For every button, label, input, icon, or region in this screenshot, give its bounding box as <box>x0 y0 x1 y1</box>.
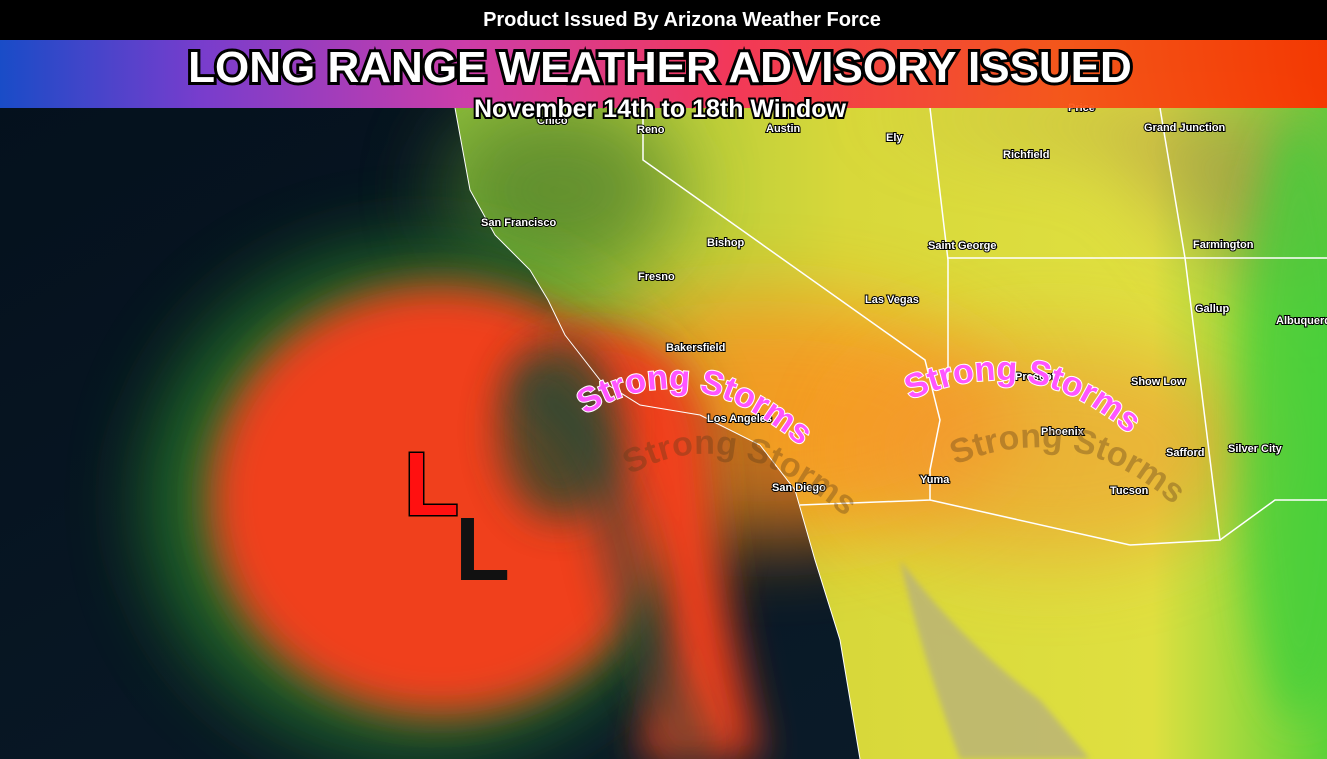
city-label: Safford <box>1166 447 1205 459</box>
header: Product Issued By Arizona Weather Force … <box>0 0 1327 125</box>
city-labels: ChicoRenoAustinElyPriceGrand JunctionRic… <box>480 101 1327 498</box>
city-label: Austin <box>766 123 801 135</box>
subtitle: November 14th to 18th Window <box>474 95 847 123</box>
city-label: Bakersfield <box>666 342 725 354</box>
city-label: Prescott <box>1015 371 1059 383</box>
city-label: Silver City <box>1228 443 1283 455</box>
city-label: Richfield <box>1003 149 1049 161</box>
state-borders <box>454 107 1327 759</box>
city-label: Gallup <box>1195 303 1230 315</box>
issuer: Product Issued By Arizona Weather Force <box>483 9 881 31</box>
city-label: Los Angeles <box>707 413 772 425</box>
city-label: Yuma <box>920 474 950 486</box>
city-label: Reno <box>637 124 665 136</box>
city-label: San Francisco <box>481 217 556 229</box>
low-pressure-swirl <box>150 250 760 759</box>
city-label: Albuquerque <box>1276 315 1327 327</box>
city-label: Ely <box>886 132 903 144</box>
city-label: San Diego <box>772 482 826 494</box>
city-label: Grand Junction <box>1144 122 1226 134</box>
low-shadow-label: L <box>455 500 510 600</box>
city-label: Bishop <box>707 237 745 249</box>
title: LONG RANGE WEATHER ADVISORY ISSUED <box>188 43 1132 92</box>
low-label: L <box>404 435 459 535</box>
city-label: Saint George <box>928 240 996 252</box>
city-label: Las Vegas <box>865 294 919 306</box>
city-label: Farmington <box>1193 239 1254 251</box>
city-label: Fresno <box>638 271 675 283</box>
city-label: Show Low <box>1131 376 1186 388</box>
city-label: Chico <box>537 115 568 127</box>
city-label: Phoenix <box>1041 426 1085 438</box>
city-label: Tucson <box>1110 485 1149 497</box>
low-labels: L L <box>403 434 510 601</box>
